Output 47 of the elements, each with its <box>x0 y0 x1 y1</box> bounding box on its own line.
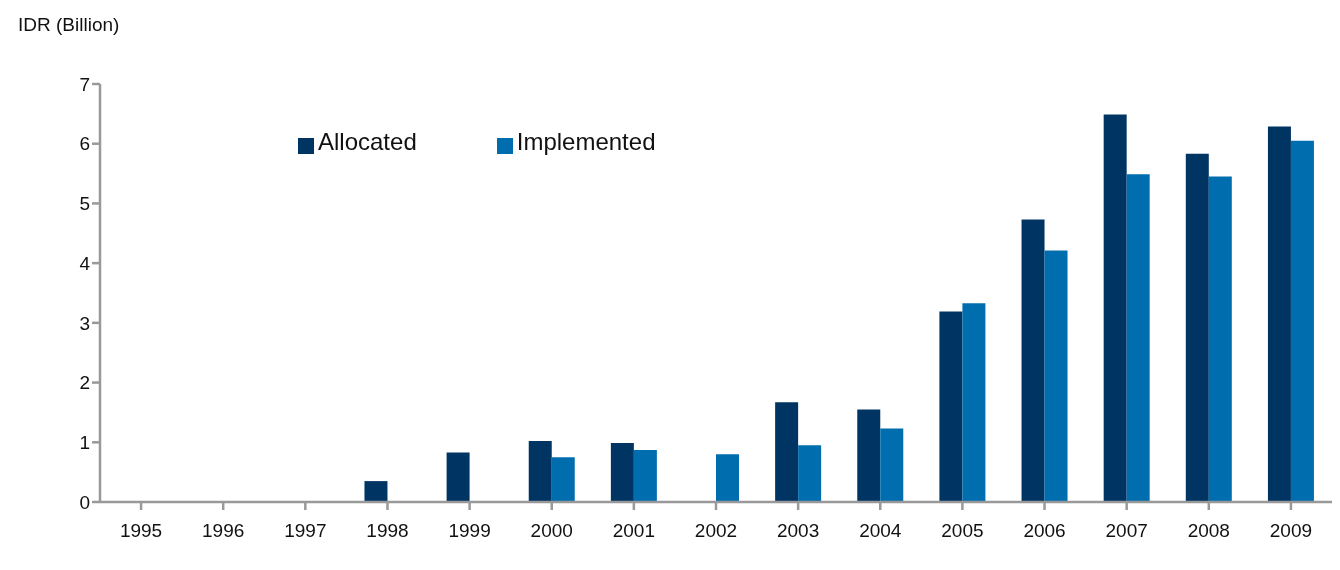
y-tick-label: 7 <box>79 73 90 95</box>
x-tick-label: 2007 <box>1105 520 1148 542</box>
bar <box>610 442 634 502</box>
y-tick-label: 5 <box>79 193 90 215</box>
x-tick-label: 1999 <box>448 520 491 542</box>
y-tick-label: 2 <box>79 372 90 394</box>
x-tick-label: 2005 <box>941 520 984 542</box>
x-tick-label: 2000 <box>530 520 573 542</box>
x-tick-label: 1998 <box>366 520 409 542</box>
bar <box>1021 219 1045 502</box>
bar <box>364 481 388 502</box>
bar <box>716 454 739 502</box>
bar <box>446 452 470 502</box>
y-tick-label: 6 <box>79 133 90 155</box>
bar <box>1126 174 1150 502</box>
bar <box>633 450 657 502</box>
bar <box>1267 126 1291 502</box>
bar <box>775 402 799 502</box>
bar <box>798 445 822 502</box>
y-tick-label: 1 <box>79 432 90 454</box>
bar <box>1044 250 1068 502</box>
bar <box>857 409 881 502</box>
legend-label: Allocated <box>318 128 417 155</box>
bar <box>1208 176 1232 502</box>
y-axis-title: IDR (Billion) <box>18 14 120 36</box>
x-tick-label: 2006 <box>1023 520 1066 542</box>
legend-label: Implemented <box>516 128 656 155</box>
y-tick-label: 4 <box>79 252 91 274</box>
bar <box>1185 153 1209 502</box>
bar <box>1290 140 1314 502</box>
x-tick-label: 2003 <box>776 520 820 542</box>
x-tick-label: 2004 <box>859 520 902 542</box>
bar <box>962 303 986 502</box>
x-tick-label: 2001 <box>612 520 656 542</box>
bar <box>528 441 552 502</box>
y-tick-label: 0 <box>79 491 90 513</box>
bar <box>1103 114 1127 502</box>
x-tick-label: 2008 <box>1187 520 1230 542</box>
x-tick-label: 1995 <box>119 520 163 542</box>
bar <box>939 311 963 502</box>
bar <box>551 457 575 502</box>
x-tick-label: 1997 <box>284 520 327 542</box>
bar <box>880 428 904 502</box>
x-tick-label: 1996 <box>202 520 245 542</box>
y-tick-label: 3 <box>79 312 90 334</box>
x-tick-label: 2002 <box>694 520 738 542</box>
x-tick-label: 2009 <box>1269 520 1313 542</box>
